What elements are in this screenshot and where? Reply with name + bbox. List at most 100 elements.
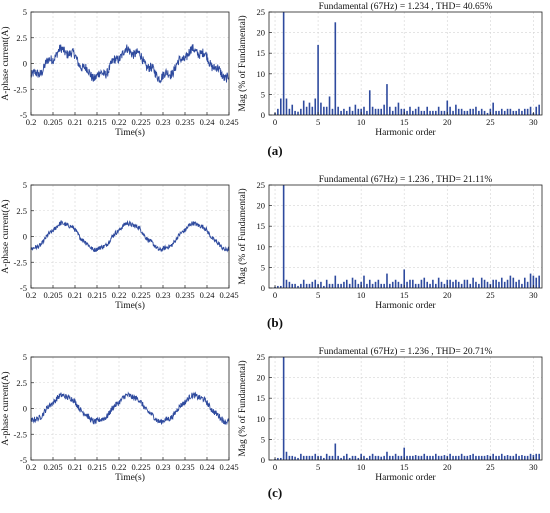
harmonic-bar: [512, 455, 515, 460]
harmonic-bar: [363, 106, 365, 115]
harmonic-bar: [400, 108, 403, 115]
harmonic-bar: [325, 106, 328, 115]
harmonic-bar: [308, 102, 311, 115]
harmonic-bar: [483, 279, 486, 288]
harmonic-bar: [374, 455, 377, 460]
harmonic-bar: [374, 108, 377, 115]
y-tick-label: 25: [257, 352, 266, 362]
harmonic-bar: [432, 110, 434, 115]
x-tick-label: 25: [486, 290, 495, 300]
harmonic-bar: [323, 285, 325, 288]
harmonic-bar: [455, 279, 457, 288]
y-tick-label: 10: [257, 414, 266, 424]
x-tick-label: 25: [486, 462, 495, 472]
harmonic-bar: [348, 106, 351, 115]
x-tick-label: 0.205: [43, 117, 62, 127]
harmonic-bar: [495, 279, 497, 288]
x-axis-label: Time(s): [115, 472, 145, 483]
harmonic-bar: [297, 111, 299, 115]
x-tick-label: 20: [443, 117, 452, 127]
harmonic-bar: [472, 453, 474, 460]
x-tick-label: 0.245: [219, 462, 238, 472]
harmonic-bar: [437, 106, 440, 115]
x-tick-label: 0.2: [26, 290, 37, 300]
x-axis-label: Time(s): [115, 127, 145, 138]
y-tick-label: 0: [23, 232, 27, 242]
current-series-line: [30, 44, 230, 84]
harmonic-bar: [500, 108, 503, 115]
harmonic-bar: [345, 279, 348, 288]
y-tick-label: 15: [257, 221, 266, 231]
harmonic-bar: [457, 455, 460, 460]
harmonic-bar: [397, 102, 400, 115]
x-tick-label: 0.21: [68, 290, 83, 300]
harmonic-bar: [457, 281, 460, 288]
harmonic-bar: [423, 110, 426, 115]
spectrum-frame: [268, 356, 543, 461]
harmonic-bar: [334, 275, 337, 288]
harmonic-bar: [417, 283, 420, 288]
harmonic-bar: [394, 453, 397, 460]
y-tick-label: -2.5: [14, 257, 27, 267]
harmonic-bar: [377, 455, 380, 460]
harmonic-bar: [409, 455, 411, 460]
harmonic-bar: [311, 281, 314, 288]
x-tick-label: 10: [357, 290, 366, 300]
harmonic-bar: [506, 455, 509, 460]
harmonic-bar: [406, 281, 408, 288]
harmonic-bar: [377, 279, 380, 288]
harmonic-bar: [337, 283, 339, 288]
harmonic-bar: [432, 455, 434, 460]
y-tick-label: -2.5: [14, 84, 27, 94]
x-tick-label: 0.24: [200, 290, 216, 300]
harmonic-bar: [483, 110, 486, 115]
harmonic-bar: [406, 110, 408, 115]
harmonic-bar: [523, 455, 526, 460]
x-tick-label: 0.21: [68, 462, 83, 472]
harmonic-bar: [426, 106, 428, 115]
harmonic-bar: [512, 110, 515, 115]
y-tick-label: -5: [20, 455, 27, 465]
y-axis-label: A-phase current(A): [0, 199, 11, 273]
x-tick-label: 0.225: [131, 290, 150, 300]
harmonic-bar: [288, 108, 291, 115]
harmonic-bar: [478, 110, 480, 115]
harmonic-bar: [526, 281, 529, 288]
y-axis-label: A-phase current(A): [0, 371, 11, 445]
panel-label: (a): [267, 143, 282, 158]
harmonic-bar: [435, 453, 437, 460]
current-series-line: [30, 219, 230, 253]
harmonic-bar: [386, 84, 388, 115]
harmonic-bar: [371, 453, 374, 460]
y-axis-label: A-phase current(A): [0, 26, 11, 100]
harmonic-bar: [506, 108, 509, 115]
harmonic-bar: [449, 453, 451, 460]
y-tick-label: 5: [23, 352, 27, 362]
harmonic-bar: [383, 455, 385, 460]
harmonic-bar: [403, 269, 406, 288]
harmonic-bar: [538, 104, 540, 115]
y-tick-label: 15: [257, 393, 266, 403]
y-tick-label: 20: [257, 373, 266, 383]
harmonic-bar: [403, 447, 406, 460]
y-axis-label: Mag (% of Fundamental): [237, 360, 248, 456]
harmonic-bar: [443, 110, 446, 115]
harmonic-bar: [435, 283, 437, 288]
harmonic-bar: [383, 104, 385, 115]
harmonic-bar: [523, 108, 526, 115]
harmonic-bar: [475, 106, 477, 115]
x-tick-label: 10: [357, 117, 366, 127]
harmonic-bar: [429, 455, 431, 460]
harmonic-bar: [285, 279, 288, 288]
harmonic-bar: [489, 108, 492, 115]
x-tick-label: 0.245: [219, 290, 238, 300]
harmonic-bar: [320, 281, 322, 288]
y-tick-label: 0: [261, 455, 265, 465]
harmonic-bar: [515, 281, 517, 288]
x-tick-label: 0.245: [219, 117, 238, 127]
harmonic-bar: [280, 285, 282, 288]
spectrum-frame: [268, 11, 543, 116]
harmonic-bar: [320, 102, 322, 115]
harmonic-bar: [294, 110, 296, 115]
harmonic-bar: [343, 455, 345, 460]
